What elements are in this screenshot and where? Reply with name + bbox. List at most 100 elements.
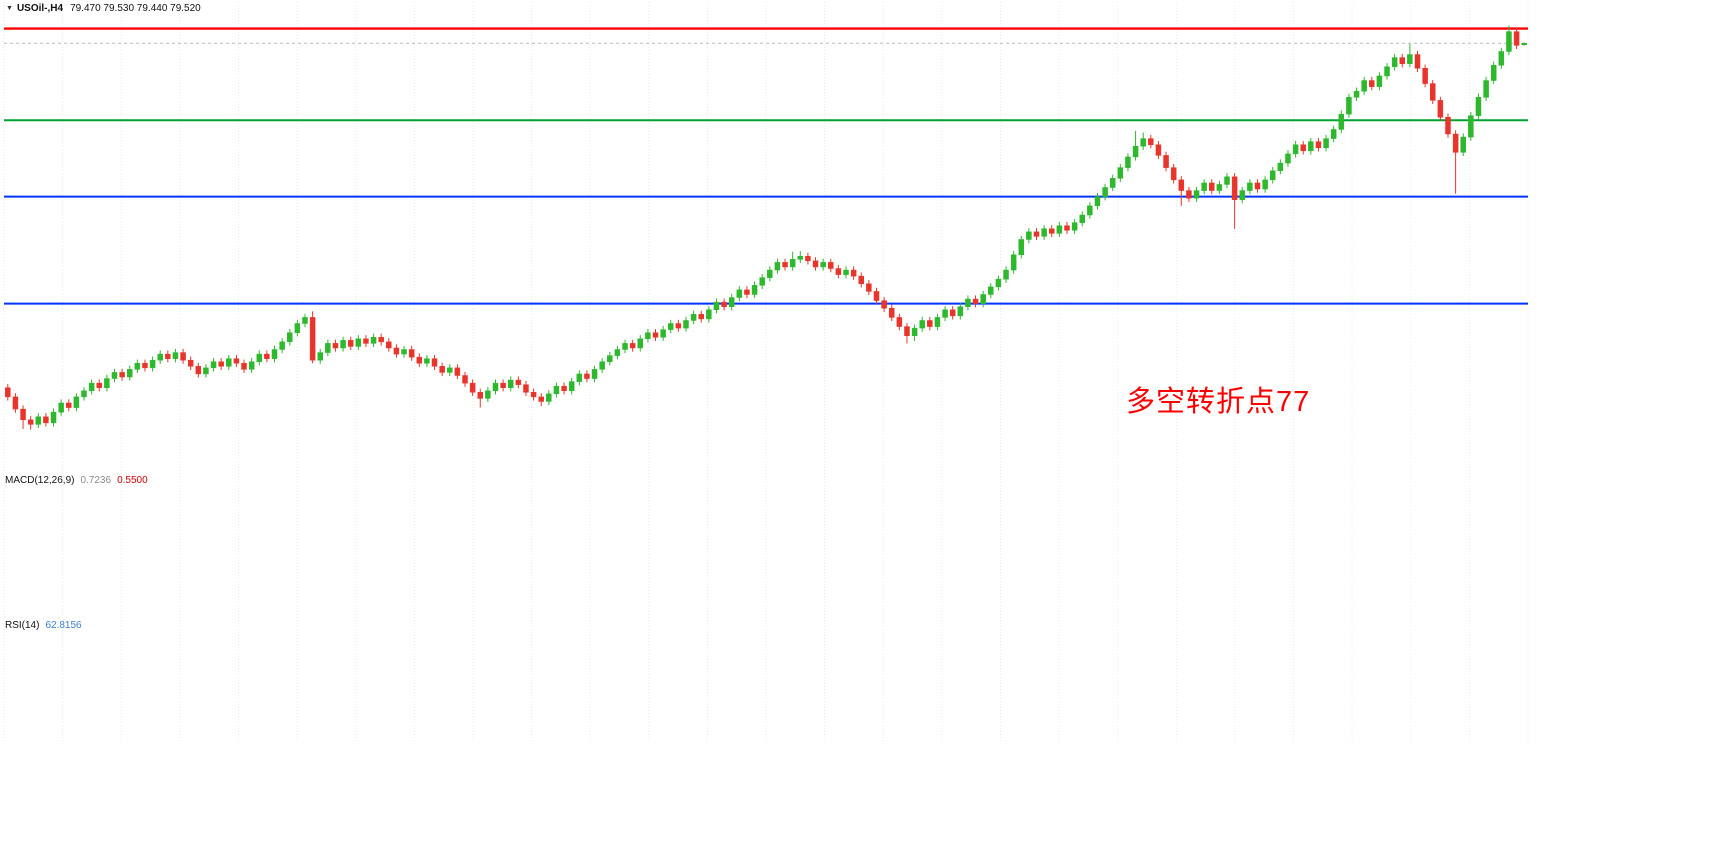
- candle: [1490, 61, 1497, 85]
- candle: [645, 329, 651, 343]
- candle: [835, 264, 842, 279]
- candle: [805, 252, 811, 265]
- candle: [58, 399, 64, 416]
- grid-vertical-lines: [3, 2, 1529, 741]
- candle: [904, 322, 910, 344]
- candle: [104, 374, 110, 392]
- candle: [1262, 176, 1268, 193]
- macd-indicator-label: MACD(12,26,9) 0.7236 0.5500: [5, 475, 148, 487]
- chart-title: ▼ USOil-,H4 79.470 79.530 79.440 79.520: [6, 3, 201, 15]
- candlesticks: [5, 25, 1527, 430]
- candle: [561, 382, 567, 395]
- candle: [1155, 141, 1162, 160]
- candle: [1308, 137, 1314, 155]
- candle: [1376, 72, 1383, 91]
- candle: [637, 335, 644, 352]
- candle: [492, 379, 499, 395]
- candle: [1186, 186, 1192, 202]
- candle: [271, 345, 278, 363]
- candle: [1498, 47, 1505, 69]
- candle: [431, 355, 438, 370]
- candle: [919, 316, 925, 332]
- candle: [980, 290, 986, 308]
- rsi-value: 62.8156: [45, 620, 82, 631]
- candle: [1346, 93, 1352, 118]
- chart-canvas[interactable]: [0, 0, 1731, 758]
- candle: [1056, 222, 1063, 238]
- candle: [515, 376, 522, 389]
- candle: [203, 364, 209, 378]
- candle: [12, 393, 19, 413]
- candle: [1125, 153, 1131, 172]
- candle: [1460, 133, 1466, 157]
- candle: [736, 286, 743, 302]
- rsi-name: RSI(14): [5, 620, 40, 631]
- candle: [485, 387, 491, 403]
- candle: [767, 266, 773, 282]
- candle: [530, 388, 537, 401]
- candle: [462, 371, 468, 387]
- candle: [454, 364, 461, 380]
- candle: [789, 251, 796, 271]
- rsi-indicator-label: RSI(14) 62.8156: [5, 620, 82, 632]
- candle: [896, 313, 903, 331]
- candle: [949, 306, 956, 320]
- candle: [591, 365, 598, 383]
- candle: [142, 359, 148, 372]
- candle: [439, 362, 445, 377]
- candle: [507, 376, 514, 392]
- candle: [1338, 110, 1345, 134]
- candle: [1445, 113, 1451, 138]
- candle: [88, 379, 95, 395]
- candle: [1361, 76, 1367, 95]
- candle: [325, 339, 331, 357]
- candle: [828, 258, 834, 273]
- candle: [690, 310, 697, 325]
- symbol-timeframe-label: USOil-,H4: [16, 3, 64, 14]
- candle: [1117, 163, 1124, 182]
- candle: [1384, 63, 1390, 80]
- candle: [957, 303, 964, 320]
- candle: [294, 319, 301, 337]
- candle: [134, 359, 141, 374]
- candle: [96, 379, 102, 392]
- candle: [172, 348, 179, 363]
- candle: [210, 358, 217, 372]
- candle: [1216, 180, 1223, 195]
- candle: [942, 306, 948, 322]
- candle: [1475, 93, 1482, 120]
- candle: [1132, 130, 1139, 161]
- chart-annotation-text: 多空转折点77: [1126, 386, 1311, 418]
- candle: [66, 399, 72, 412]
- candle: [149, 356, 156, 372]
- candle: [1178, 176, 1185, 206]
- candle: [43, 413, 49, 427]
- candle: [1026, 228, 1032, 244]
- candle: [1033, 228, 1040, 241]
- candle: [812, 257, 819, 271]
- candle: [1224, 173, 1230, 189]
- candle: [1452, 130, 1459, 194]
- candle: [233, 355, 240, 367]
- candle: [820, 258, 826, 271]
- candle: [706, 306, 712, 323]
- macd-signal-value: 0.5500: [117, 475, 148, 486]
- candle: [782, 258, 788, 271]
- candle: [119, 368, 125, 381]
- candle: [1018, 235, 1025, 259]
- candle: [911, 324, 918, 341]
- candle: [393, 344, 400, 358]
- candle: [27, 416, 34, 430]
- candle: [500, 379, 506, 392]
- candle: [1193, 186, 1200, 202]
- candle: [1148, 134, 1154, 149]
- candle: [713, 298, 720, 314]
- candle: [317, 348, 323, 364]
- candle: [797, 251, 804, 263]
- candle: [332, 339, 339, 352]
- candle: [774, 258, 781, 274]
- candle: [1247, 179, 1253, 195]
- candle: [180, 348, 186, 364]
- symbol-dropdown-icon[interactable]: ▼: [6, 5, 13, 12]
- candle: [195, 362, 202, 378]
